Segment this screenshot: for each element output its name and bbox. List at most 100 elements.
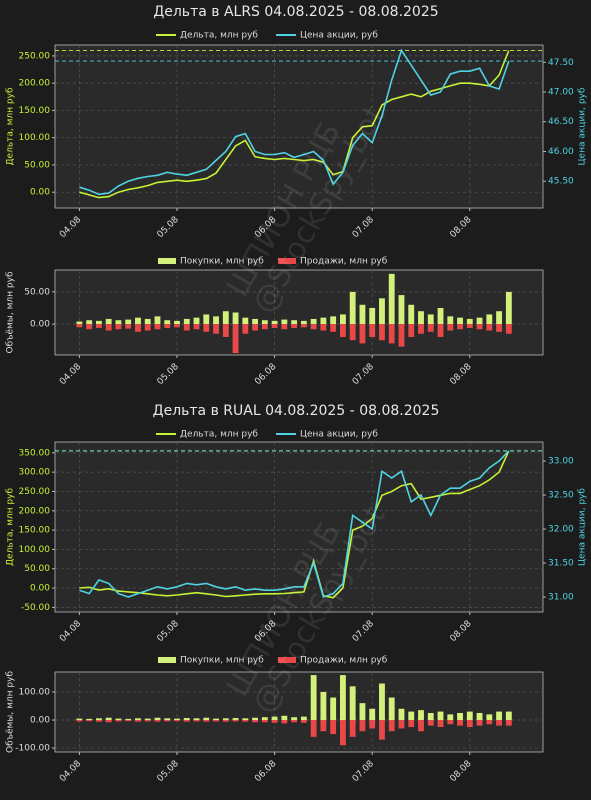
bar bbox=[203, 314, 210, 325]
bar bbox=[222, 311, 229, 325]
bar bbox=[135, 718, 141, 720]
bar bbox=[222, 324, 229, 337]
bar bbox=[174, 324, 180, 328]
bar bbox=[144, 718, 151, 720]
bar bbox=[86, 324, 93, 330]
bar bbox=[505, 324, 512, 334]
y2-tick-label: 31.00 bbox=[548, 593, 574, 603]
bar bbox=[144, 720, 151, 722]
bar bbox=[95, 720, 102, 722]
bar bbox=[154, 324, 161, 330]
bar bbox=[174, 718, 180, 720]
x-tick-label: 07.08 bbox=[351, 759, 376, 784]
bar bbox=[310, 318, 317, 325]
bar bbox=[476, 720, 483, 726]
bar bbox=[76, 720, 83, 722]
bar bbox=[369, 324, 376, 337]
bar bbox=[95, 320, 102, 325]
bar bbox=[408, 324, 415, 337]
bar bbox=[261, 324, 268, 330]
bar bbox=[193, 324, 200, 330]
y-tick-label: 350.00 bbox=[19, 448, 51, 458]
x-tick-label: 08.08 bbox=[448, 362, 473, 387]
bar bbox=[105, 324, 112, 331]
bar bbox=[154, 720, 161, 722]
bar bbox=[339, 324, 346, 337]
y2-tick-label: 47.00 bbox=[548, 87, 574, 97]
bar bbox=[505, 711, 512, 720]
bar bbox=[320, 324, 327, 331]
bar bbox=[418, 324, 424, 334]
bar bbox=[213, 720, 219, 722]
bar bbox=[418, 710, 424, 720]
bar bbox=[447, 714, 454, 720]
bar bbox=[86, 720, 93, 722]
bar bbox=[466, 711, 473, 720]
bar bbox=[164, 718, 171, 720]
bar bbox=[144, 318, 151, 325]
bar bbox=[447, 316, 454, 325]
bar bbox=[486, 720, 493, 725]
y-tick-label: 0.00 bbox=[30, 716, 50, 726]
legend-swatch bbox=[158, 657, 176, 663]
bar bbox=[242, 720, 249, 722]
bar bbox=[339, 720, 346, 746]
bar bbox=[291, 717, 298, 720]
legend-label: Цена акции, руб bbox=[300, 430, 378, 440]
bar bbox=[76, 321, 83, 325]
bar bbox=[505, 291, 512, 325]
bar bbox=[203, 720, 210, 722]
bar bbox=[125, 720, 132, 722]
legend-label: Продажи, млн руб bbox=[300, 656, 388, 666]
bar bbox=[398, 295, 405, 325]
bar bbox=[203, 324, 210, 332]
x-tick-label: 08.08 bbox=[448, 759, 473, 784]
plot-area bbox=[54, 269, 544, 356]
bar bbox=[213, 324, 219, 334]
bar bbox=[144, 324, 151, 331]
bar bbox=[486, 314, 493, 325]
bar bbox=[369, 708, 376, 720]
bar bbox=[135, 720, 141, 722]
y2-tick-label: 46.50 bbox=[548, 117, 574, 127]
bar bbox=[261, 320, 268, 325]
y-tick-label: 300.00 bbox=[19, 468, 51, 478]
bar bbox=[388, 720, 395, 732]
legend-label: Дельта, млн руб bbox=[180, 31, 258, 41]
x-tick-label: 08.08 bbox=[448, 215, 473, 240]
bar bbox=[125, 324, 132, 329]
x-tick-label: 04.08 bbox=[58, 362, 83, 387]
bar bbox=[125, 718, 132, 720]
y-tick-label: 50.00 bbox=[24, 564, 50, 574]
bar bbox=[418, 311, 424, 325]
bar bbox=[330, 316, 337, 325]
bar bbox=[466, 720, 473, 728]
bar bbox=[86, 320, 93, 325]
bar bbox=[388, 697, 395, 720]
bar bbox=[291, 324, 298, 328]
bar bbox=[125, 319, 132, 325]
x-tick-label: 06.08 bbox=[253, 362, 278, 387]
bar bbox=[232, 720, 239, 722]
bar bbox=[183, 720, 190, 722]
bar bbox=[183, 324, 190, 331]
bar bbox=[183, 718, 190, 720]
bar bbox=[379, 683, 385, 720]
bar bbox=[437, 307, 444, 325]
bar bbox=[408, 304, 415, 325]
bar bbox=[242, 324, 249, 334]
y-tick-label: 0.00 bbox=[30, 188, 50, 198]
bar bbox=[193, 718, 200, 720]
bar bbox=[330, 697, 337, 720]
bar bbox=[505, 720, 512, 726]
bar bbox=[320, 720, 327, 732]
bar bbox=[457, 317, 463, 325]
bar bbox=[105, 318, 112, 325]
bar bbox=[427, 720, 434, 726]
y2-tick-label: 32.00 bbox=[548, 525, 574, 535]
bar bbox=[281, 324, 288, 330]
bar bbox=[359, 720, 366, 732]
y-axis-label: Дельта, млн руб bbox=[6, 87, 16, 165]
bar bbox=[135, 317, 141, 325]
x-tick-label: 07.08 bbox=[351, 215, 376, 240]
